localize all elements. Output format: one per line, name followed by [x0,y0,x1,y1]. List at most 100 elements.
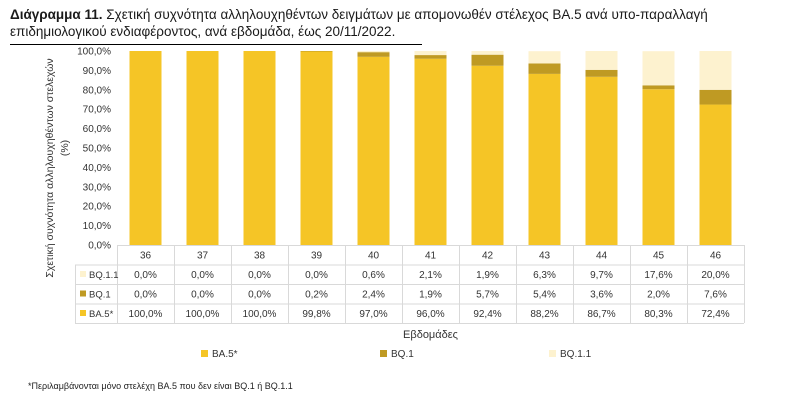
bar-segment [414,51,447,56]
bar-segment [699,51,732,90]
bar-segment [642,51,675,86]
chart-title-label: Διάγραμμα 11. [10,7,103,22]
y-tick-label: 50,0% [83,144,111,155]
table-cell-value: 2,4% [362,290,385,301]
bar-segment [471,51,504,55]
table-cell-value: 1,9% [476,270,499,281]
table-cell-value: 99,8% [302,309,330,320]
legend-label: BQ.1.1 [560,349,592,360]
table-cell-value: 86,7% [587,309,615,320]
table-cell-value: 97,0% [359,309,387,320]
y-axis-label: Σχετική συχνότητα αλληλουχηθέντων στελεχ… [44,58,56,277]
bar-segment [699,104,732,245]
footnote: *Περιλαμβάνονται μόνο στελέχη BA.5 που δ… [28,381,293,391]
y-tick-label: 90,0% [83,66,111,77]
table-cell-value: 0,2% [305,290,328,301]
y-tick-label: 100,0% [77,47,111,58]
bar-segment [699,89,732,105]
y-tick-label: 40,0% [83,163,111,174]
bar-segment [471,65,504,245]
table-cell-value: 0,0% [191,290,214,301]
bar-segment [642,89,675,245]
table-cell-value: 88,2% [530,309,558,320]
table-cell-value: 80,3% [644,309,672,320]
table-cell-value: 0,0% [305,270,328,281]
table-cell-value: 5,4% [533,290,556,301]
x-tick-label: 38 [254,251,266,262]
table-cell-value: 0,0% [248,270,271,281]
y-axis-label-unit: (%) [59,140,71,156]
x-tick-label: 42 [482,251,494,262]
x-tick-label: 36 [140,251,152,262]
x-tick-label: 44 [596,251,608,262]
y-tick-label: 10,0% [83,221,111,232]
table-cell-value: 17,6% [644,270,672,281]
table-cell-value: 0,0% [191,270,214,281]
table-cell-value: 100,0% [129,309,163,320]
table-legend-key [80,271,86,277]
chart-title-text: Σχετική συχνότητα αλληλουχηθέντων δειγμά… [10,7,708,39]
table-cell-value: 1,9% [419,290,442,301]
chart-title: Διάγραμμα 11. Σχετική συχνότητα αλληλουχ… [10,6,780,45]
x-tick-label: 37 [197,251,209,262]
legend-swatch [549,350,556,357]
title-underline [10,44,422,45]
table-cell-value: 9,7% [590,270,613,281]
bar-segment [528,51,561,64]
table-cell-value: 0,0% [134,290,157,301]
bar-segment [585,51,618,70]
table-cell-value: 100,0% [243,309,277,320]
y-tick-label: 80,0% [83,85,111,96]
table-cell-value: 7,6% [704,290,727,301]
y-tick-label: 60,0% [83,124,111,135]
bar-segment [414,55,447,59]
y-tick-label: 30,0% [83,182,111,193]
table-row-label: BA.5* [89,309,114,320]
bar-segment [243,51,276,245]
x-tick-label: 40 [368,251,380,262]
legend-label: BA.5* [212,349,238,360]
x-tick-label: 43 [539,251,551,262]
bar-segment [528,73,561,245]
table-legend-key [80,310,86,316]
table-cell-value: 96,0% [416,309,444,320]
y-tick-label: 70,0% [83,105,111,116]
table-row-label: BQ.1.1 [89,270,119,281]
bar-segment [357,51,390,53]
bar-segment [129,51,162,245]
legend-swatch [380,350,387,357]
x-tick-label: 39 [311,251,323,262]
bar-segment [300,51,333,245]
y-tick-label: 20,0% [83,202,111,213]
table-cell-value: 2,1% [419,270,442,281]
legend-swatch [201,350,208,357]
bar-segment [357,56,390,245]
table-cell-value: 72,4% [701,309,729,320]
table-cell-value: 2,0% [647,290,670,301]
bar-segment [585,69,618,77]
bar-segment [414,58,447,246]
bar-segment [471,54,504,66]
table-cell-value: 3,6% [590,290,613,301]
table-cell-value: 92,4% [473,309,501,320]
x-tick-label: 41 [425,251,437,262]
table-cell-value: 5,7% [476,290,499,301]
table-legend-key [80,290,86,297]
bar-segment [585,76,618,245]
bar-segment [357,52,390,57]
bar-segment [528,63,561,74]
bar-segment [186,51,219,245]
y-tick-label: 0,0% [88,241,111,252]
table-cell-value: 100,0% [186,309,220,320]
x-axis-label: Εβδομάδες [403,329,458,341]
table-cell-value: 6,3% [533,270,556,281]
legend-label: BQ.1 [391,349,414,360]
bar-segment [642,85,675,90]
table-row-label: BQ.1 [89,290,111,301]
bar-segment [300,51,333,52]
x-tick-label: 45 [653,251,665,262]
x-tick-label: 46 [710,251,722,262]
table-cell-value: 20,0% [701,270,729,281]
table-cell-value: 0,0% [134,270,157,281]
